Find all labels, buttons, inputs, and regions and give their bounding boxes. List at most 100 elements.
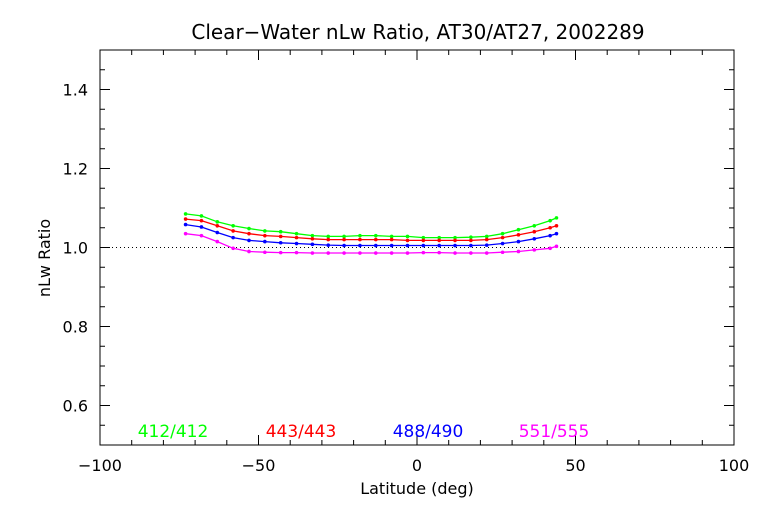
- series-1-point: [263, 233, 267, 238]
- series-1-point: [183, 217, 188, 221]
- axis-ticks: [99, 49, 735, 446]
- series-1-point: [421, 238, 426, 243]
- x-tick-label: 0: [412, 456, 422, 475]
- series-2-point: [247, 238, 251, 243]
- series-2-point: [548, 233, 552, 238]
- series-3-point: [294, 250, 299, 255]
- y-tick-label: 1.2: [63, 160, 88, 179]
- series-0-point: [358, 233, 362, 238]
- series-2-point: [294, 241, 299, 246]
- series-1-point: [437, 238, 441, 243]
- series-2-point: [389, 243, 394, 248]
- series-3-point: [278, 250, 283, 255]
- legend-entry-0: 412/412: [138, 422, 209, 442]
- series-1-point: [342, 237, 346, 242]
- series-0-point: [516, 227, 521, 232]
- legend-entry-1: 443/443: [266, 422, 337, 442]
- series-1-point: [500, 235, 505, 240]
- series-0-point: [500, 231, 505, 236]
- series-group: [183, 212, 559, 255]
- series-1-point: [389, 237, 394, 242]
- series-1-point: [532, 229, 537, 234]
- series-1-point: [358, 237, 362, 242]
- series-3-point: [358, 251, 362, 255]
- series-0-point: [548, 218, 552, 223]
- series-1-point: [278, 234, 283, 239]
- series-0-point: [484, 234, 489, 239]
- series-0-point: [389, 234, 394, 239]
- x-tick-label: −100: [78, 456, 122, 475]
- series-2-point: [554, 231, 559, 236]
- series-3-point: [421, 250, 426, 255]
- y-tick-label: 0.6: [63, 397, 88, 416]
- series-1-point: [326, 237, 331, 242]
- series-2-point: [326, 243, 331, 247]
- series-2-point: [358, 243, 362, 248]
- series-0-point: [554, 216, 559, 220]
- series-0-point: [294, 231, 299, 236]
- series-3-point: [231, 246, 235, 251]
- x-tick-label: 100: [719, 456, 750, 475]
- series-2-point: [183, 222, 188, 227]
- series-2-point: [500, 241, 505, 246]
- series-2-point: [231, 235, 235, 240]
- legend: 412/412 443/443 488/490 551/555: [138, 422, 590, 442]
- series-3-point: [215, 239, 220, 244]
- series-3-point: [326, 251, 331, 255]
- series-0-point: [199, 214, 204, 218]
- series-2-point: [421, 243, 426, 248]
- series-0-point: [183, 212, 188, 216]
- series-1-point: [516, 233, 521, 237]
- legend-entry-3: 551/555: [519, 422, 590, 442]
- series-3-point: [183, 231, 188, 236]
- series-2-point: [516, 239, 521, 244]
- tick-labels: −100 −50 0 50 100 0.6 0.8 1.0 1.2 1.4: [63, 81, 750, 476]
- series-3-point: [469, 251, 473, 255]
- series-0-point: [373, 233, 378, 238]
- series-0-point: [532, 223, 537, 228]
- series-1-point: [373, 237, 378, 242]
- series-2-point: [199, 225, 204, 229]
- series-1-point: [231, 229, 235, 233]
- series-0-point: [437, 235, 441, 240]
- series-3-point: [548, 246, 552, 251]
- series-2-point: [532, 237, 537, 241]
- series-0-point: [263, 229, 267, 233]
- series-0-point: [278, 229, 283, 234]
- series-0-point: [342, 234, 346, 239]
- series-2-point: [373, 243, 378, 248]
- series-1-point: [405, 238, 410, 243]
- series-0-point: [310, 233, 315, 238]
- series-3-point: [516, 249, 521, 254]
- series-3-point: [247, 249, 251, 254]
- series-3-point: [342, 251, 346, 255]
- y-tick-label: 1.4: [63, 81, 88, 100]
- x-tick-label: 50: [565, 456, 585, 475]
- series-2-point: [342, 243, 346, 248]
- series-0-point: [405, 234, 410, 239]
- series-0-point: [326, 234, 331, 239]
- series-2-point: [437, 243, 441, 248]
- series-3-point: [199, 233, 204, 238]
- series-3-point: [405, 251, 410, 255]
- y-tick-label: 0.8: [63, 318, 88, 337]
- series-2-point: [310, 242, 315, 247]
- series-2-point: [263, 239, 267, 244]
- x-tick-label: −50: [242, 456, 276, 475]
- series-3-point: [310, 251, 315, 255]
- series-1-point: [484, 237, 489, 242]
- series-1-point: [199, 218, 204, 223]
- series-2-point: [215, 230, 220, 235]
- series-2-point: [278, 240, 283, 245]
- series-1-point: [310, 237, 315, 241]
- series-1-point: [247, 231, 251, 236]
- series-2-point: [469, 243, 473, 248]
- series-1-point: [215, 223, 220, 228]
- series-3-point: [437, 250, 441, 255]
- series-1-point: [554, 223, 559, 228]
- series-3-point: [500, 250, 505, 255]
- series-3-point: [373, 251, 378, 255]
- series-0-point: [469, 235, 473, 240]
- series-3-point: [554, 244, 559, 249]
